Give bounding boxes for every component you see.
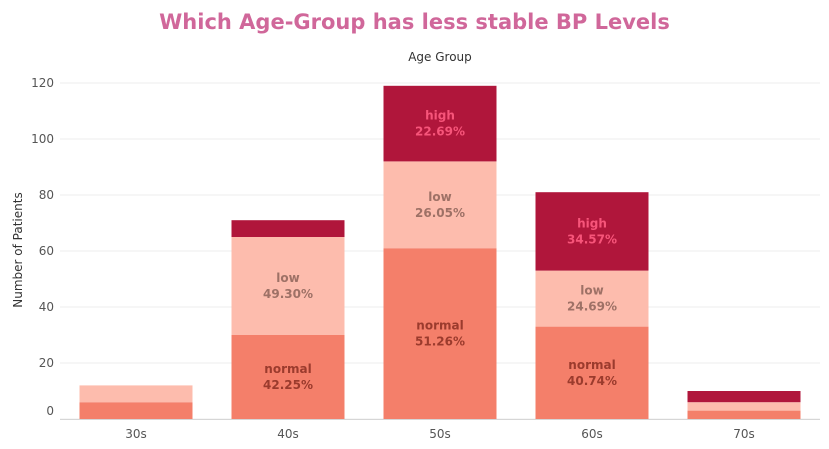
bar-high-40s — [231, 220, 345, 237]
bar-normal-40s — [231, 335, 345, 419]
x-tick-label: 70s — [733, 427, 755, 441]
data-label-percent: 22.69% — [415, 125, 465, 139]
data-label-percent: 40.74% — [567, 374, 617, 388]
y-tick-label: 120 — [31, 76, 54, 90]
data-label-name: low — [580, 284, 603, 298]
y-tick-label: 40 — [39, 300, 54, 314]
bar-low-40s — [231, 237, 345, 335]
bar-normal-60s — [535, 326, 649, 419]
y-tick-label: 20 — [39, 356, 54, 370]
data-label-name: low — [276, 271, 299, 285]
data-label-percent: 26.05% — [415, 206, 465, 220]
y-tick-label: 80 — [39, 188, 54, 202]
bar-low-30s — [79, 385, 193, 403]
bar-low-70s — [687, 402, 801, 411]
bar-normal-30s — [79, 402, 193, 419]
data-label-name: low — [428, 190, 451, 204]
bar-high-60s — [535, 192, 649, 271]
y-tick-label: 100 — [31, 132, 54, 146]
x-tick-label: 60s — [581, 427, 603, 441]
data-label-name: normal — [264, 362, 311, 376]
data-label-name: normal — [416, 319, 463, 333]
y-tick-label: 0 — [46, 404, 54, 418]
bar-normal-50s — [383, 248, 497, 419]
bar-low-60s — [535, 270, 649, 327]
data-label-percent: 42.25% — [263, 378, 313, 392]
data-label-percent: 49.30% — [263, 287, 313, 301]
bar-normal-70s — [687, 410, 801, 419]
x-tick-label: 40s — [277, 427, 299, 441]
data-label-percent: 51.26% — [415, 335, 465, 349]
data-label-name: high — [425, 109, 455, 123]
data-label-name: normal — [568, 358, 615, 372]
bar-high-50s — [383, 85, 497, 162]
data-label-percent: 24.69% — [567, 300, 617, 314]
age-group-header: Age Group — [408, 50, 472, 64]
y-tick-label: 60 — [39, 244, 54, 258]
chart-title: Which Age-Group has less stable BP Level… — [159, 10, 670, 34]
x-tick-label: 30s — [125, 427, 147, 441]
data-label-percent: 34.57% — [567, 232, 617, 246]
bar-high-70s — [687, 391, 801, 403]
x-tick-label: 50s — [429, 427, 451, 441]
bar-low-50s — [383, 161, 497, 249]
data-label-name: high — [577, 216, 607, 230]
